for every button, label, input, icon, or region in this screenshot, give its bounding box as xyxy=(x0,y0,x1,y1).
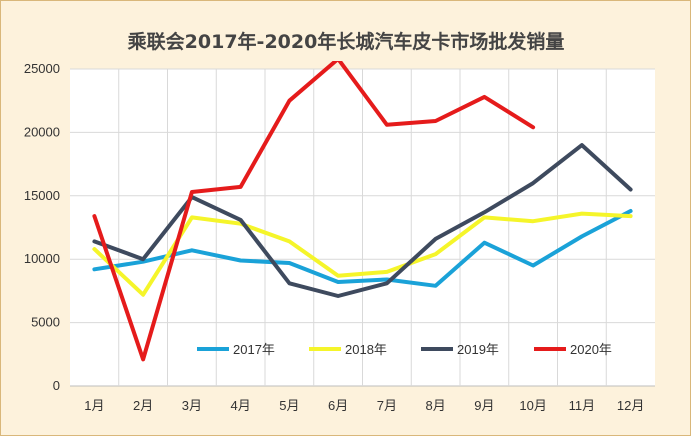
legend-item: 2018年 xyxy=(309,342,387,357)
series-line-2020年 xyxy=(92,61,536,362)
legend-label: 2018年 xyxy=(345,342,387,357)
y-tick-label: 20000 xyxy=(24,124,60,139)
series-line-2017年 xyxy=(92,209,633,288)
legend-item: 2017年 xyxy=(197,342,275,357)
legend-item: 2020年 xyxy=(534,342,612,357)
x-tick-label: 2月 xyxy=(133,398,153,413)
y-axis-ticks: 0 5000 10000 15000 20000 25000 xyxy=(24,61,60,393)
x-tick-label: 3月 xyxy=(182,398,202,413)
x-tick-label: 11月 xyxy=(569,398,596,413)
legend-label: 2020年 xyxy=(570,342,612,357)
chart-title: 乘联会2017年-2020年长城汽车皮卡市场批发销量 xyxy=(127,30,565,53)
legend-label: 2017年 xyxy=(233,342,275,357)
x-tick-label: 8月 xyxy=(426,398,446,413)
y-tick-label: 15000 xyxy=(24,188,60,203)
x-axis-ticks: 1月 2月 3月 4月 5月 6月 7月 8月 9月 10月 11月 12月 xyxy=(84,398,644,413)
x-tick-label: 12月 xyxy=(617,398,644,413)
series-line-2019年 xyxy=(92,143,633,298)
legend: 2017年 2018年 2019年 2020年 xyxy=(197,342,612,357)
series-line-2018年 xyxy=(92,211,633,297)
legend-label: 2019年 xyxy=(457,342,499,357)
x-tick-label: 7月 xyxy=(377,398,397,413)
y-tick-label: 5000 xyxy=(31,315,60,330)
y-tick-label: 10000 xyxy=(24,251,60,266)
x-tick-label: 9月 xyxy=(474,398,494,413)
y-tick-label: 0 xyxy=(53,378,60,393)
x-tick-label: 5月 xyxy=(279,398,299,413)
x-tick-label: 10月 xyxy=(519,398,546,413)
series-lines xyxy=(92,61,633,362)
x-tick-label: 6月 xyxy=(328,398,348,413)
y-tick-label: 25000 xyxy=(24,61,60,76)
x-tick-label: 1月 xyxy=(84,398,104,413)
legend-item: 2019年 xyxy=(421,342,499,357)
x-tick-label: 4月 xyxy=(231,398,251,413)
